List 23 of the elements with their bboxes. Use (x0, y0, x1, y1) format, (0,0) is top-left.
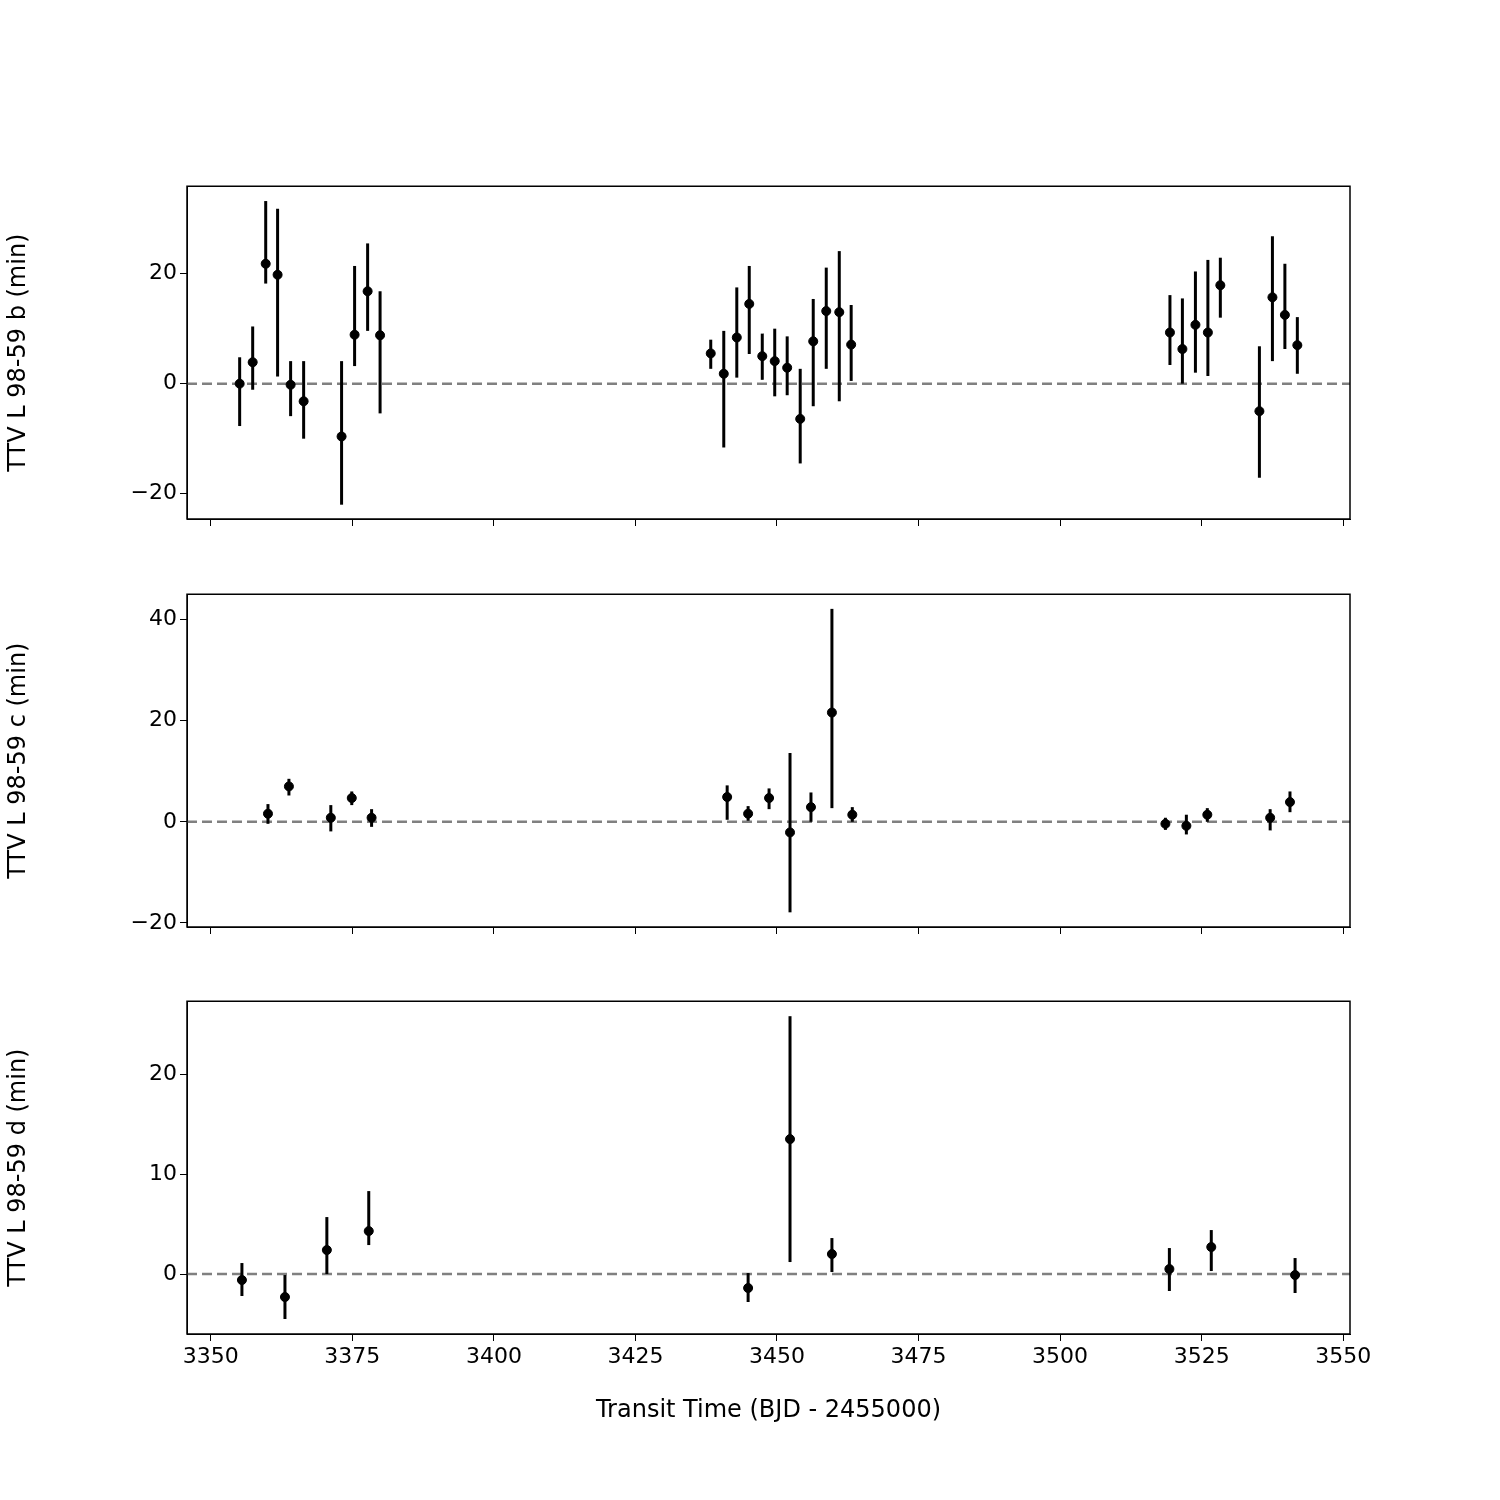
x-tick-label: 3375 (324, 1342, 381, 1368)
y-tick-label: 0 (163, 1259, 177, 1285)
y-tick-label: −20 (130, 908, 177, 934)
x-tick-label: 3475 (890, 1342, 947, 1368)
y-tick-label: −20 (130, 479, 177, 505)
y-tick-label: 20 (149, 1059, 177, 1085)
x-tick-label: 3350 (182, 1342, 239, 1368)
y-tick-label: 0 (163, 369, 177, 395)
y-axis-title: TTV L 98-59 b (min) (2, 233, 31, 473)
y-axis-title: TTV L 98-59 d (min) (2, 1048, 31, 1288)
y-tick-label: 0 (163, 807, 177, 833)
y-tick-label: 20 (149, 259, 177, 285)
y-axis-title: TTV L 98-59 c (min) (2, 642, 31, 880)
x-tick-label: 3400 (465, 1342, 522, 1368)
x-tick-label: 3425 (607, 1342, 664, 1368)
y-tick-label: 20 (149, 706, 177, 732)
x-axis-title: Transit Time (BJD - 2455000) (594, 1394, 942, 1423)
x-tick-label: 3500 (1032, 1342, 1089, 1368)
x-tick-label: 3450 (748, 1342, 805, 1368)
x-tick-label: 3525 (1173, 1342, 1230, 1368)
y-tick-label: 40 (149, 605, 177, 631)
y-tick-label: 10 (149, 1159, 177, 1185)
x-tick-label: 3550 (1315, 1342, 1372, 1368)
